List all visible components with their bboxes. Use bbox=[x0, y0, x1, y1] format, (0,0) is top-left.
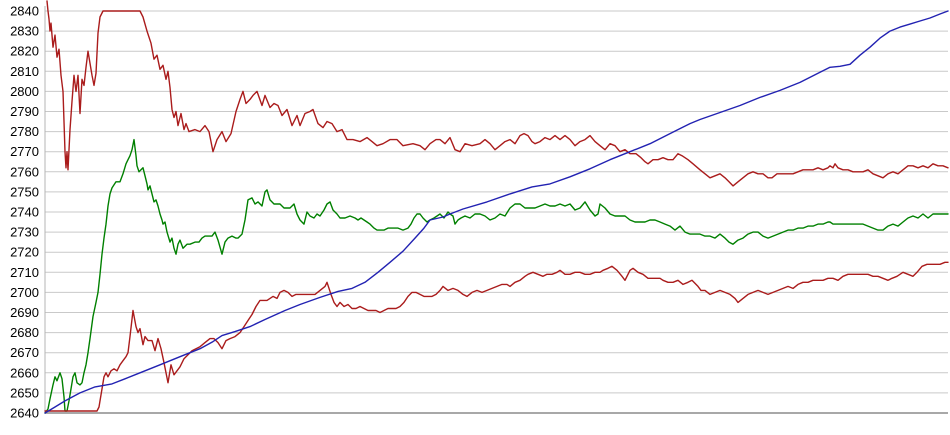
y-axis-tick-label: 2680 bbox=[10, 325, 39, 340]
y-axis-tick-label: 2690 bbox=[10, 305, 39, 320]
series-blue-trend-line bbox=[44, 10, 949, 414]
y-axis-tick-label: 2660 bbox=[10, 365, 39, 380]
series-lines bbox=[44, 0, 949, 414]
y-axis-tick-label: 2820 bbox=[10, 44, 39, 59]
y-axis-tick-label: 2650 bbox=[10, 385, 39, 400]
y-axis-tick-label: 2720 bbox=[10, 245, 39, 260]
y-axis-tick-label: 2750 bbox=[10, 184, 39, 199]
y-axis: 2840 2830 2820 2810 2800 2790 2780 2770 2760 2750… bbox=[10, 4, 46, 421]
y-axis-tick-label: 2830 bbox=[10, 24, 39, 39]
y-axis-tick-label: 2700 bbox=[10, 285, 39, 300]
y-axis-tick-label: 2710 bbox=[10, 265, 39, 280]
y-axis-tick-label: 2810 bbox=[10, 64, 39, 79]
y-axis-tick-label: 2800 bbox=[10, 84, 39, 99]
y-axis-tick-label: 2780 bbox=[10, 124, 39, 139]
series-upper-red-line bbox=[46, 0, 949, 187]
y-axis-tick-label: 2790 bbox=[10, 104, 39, 119]
series-middle-green-line bbox=[44, 138, 949, 414]
y-axis-tick-label: 2840 bbox=[10, 4, 39, 19]
gridlines bbox=[45, 10, 948, 414]
y-axis-tick-label: 2770 bbox=[10, 144, 39, 159]
y-axis-tick-label: 2740 bbox=[10, 205, 39, 220]
series-lower-red-line bbox=[44, 261, 949, 412]
y-axis-tick-label: 2640 bbox=[10, 406, 39, 421]
y-axis-tick-label: 2760 bbox=[10, 164, 39, 179]
y-axis-tick-label: 2730 bbox=[10, 225, 39, 240]
y-axis-tick-label: 2670 bbox=[10, 345, 39, 360]
